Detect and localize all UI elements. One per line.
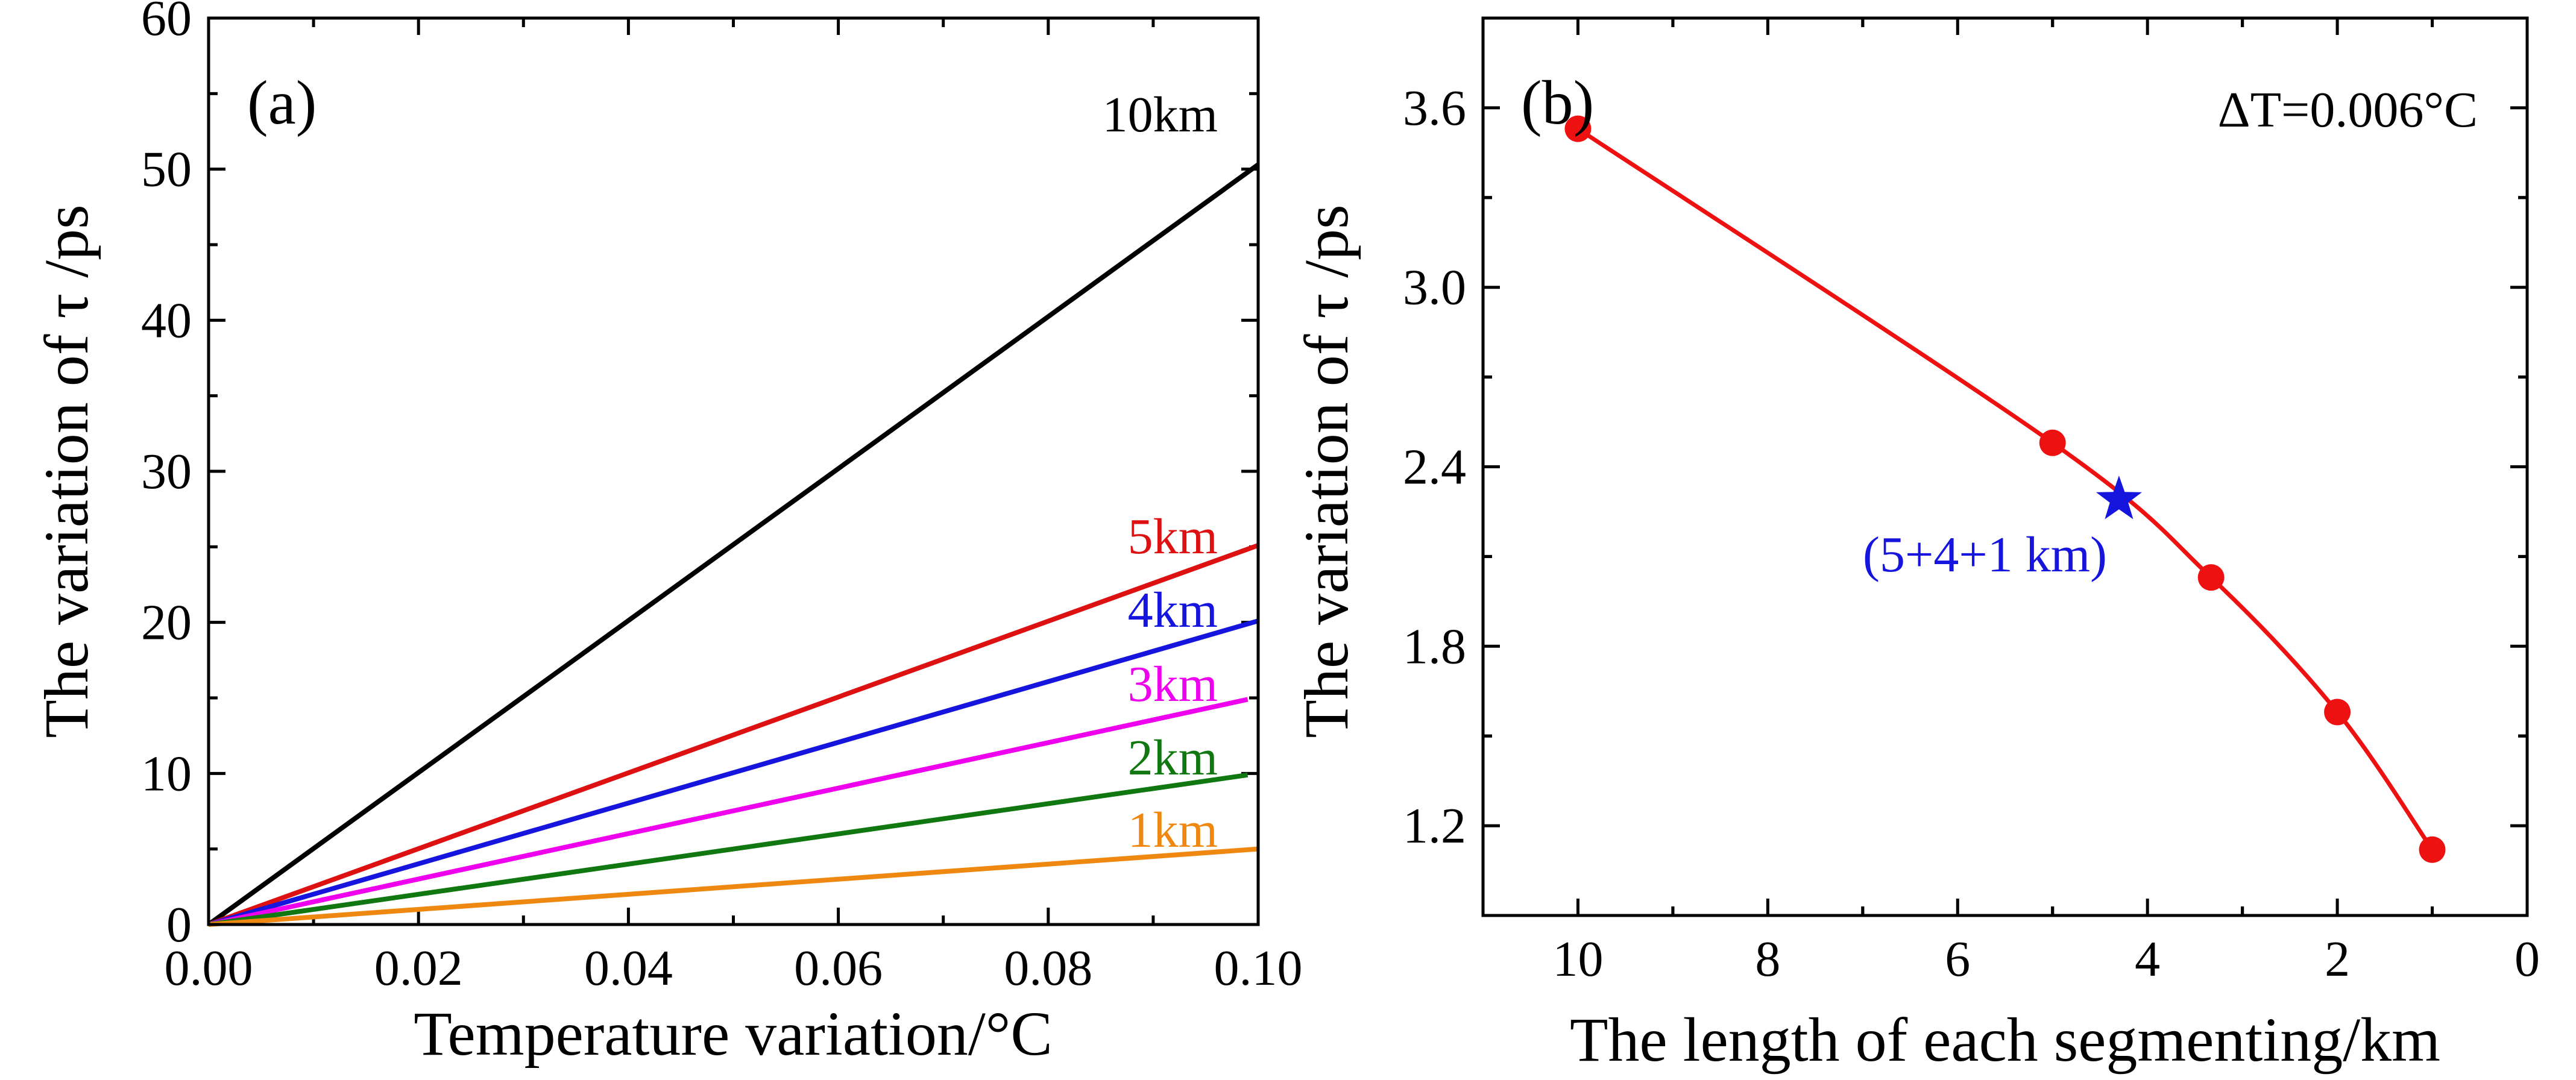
panel-b-data-point-10 [1564, 115, 1592, 142]
panel-a-y-ticks: 0 10 20 30 40 50 60 [141, 0, 1258, 953]
panel-a-x-axis-title: Temperature variation/°C [414, 999, 1052, 1069]
series-line-4km [207, 618, 1259, 927]
panel-a-y-tick-label: 30 [141, 444, 192, 500]
panel-a-y-tick-label: 60 [141, 0, 192, 46]
panel-b-series [1564, 115, 2446, 863]
panel-b-y-tick-label: 2.4 [1403, 439, 1466, 495]
series-line-1km [208, 846, 1259, 927]
panel-a-x-tick-label: 0.02 [374, 940, 463, 996]
panel-b-y-tick-label: 3.0 [1403, 260, 1466, 316]
series-line-2km [208, 772, 1249, 927]
panel-b-series-line [1576, 127, 2434, 851]
panel-b-label: (b) [1521, 68, 1594, 137]
panel-b-x-axis-title: The length of each segmenting/km [1570, 1005, 2440, 1075]
panel-a-y-tick-label: 20 [141, 595, 192, 651]
panel-a-y-tick-label: 0 [166, 897, 192, 953]
panel-b-x-tick-label: 2 [2325, 931, 2350, 987]
panel-b-plot-frame [1481, 16, 2529, 917]
panel-a-label: (a) [247, 68, 316, 137]
panel-a-x-ticks: 0.00 0.02 0.04 0.06 0.08 0.10 [165, 18, 1303, 996]
panel-b-x-tick-label: 10 [1552, 931, 1603, 987]
panel-a-x-tick-label: 0.00 [165, 940, 253, 996]
delta-t-annotation: ΔT=0.006°C [2218, 82, 2478, 138]
panel-a-x-tick-label: 0.08 [1004, 940, 1092, 996]
panel-b-x-tick-label: 8 [1755, 931, 1780, 987]
panel-b-data-point-2 [2324, 699, 2351, 726]
panel-b-y-axis-title: The variation of τ /ps [1292, 204, 1361, 738]
panel-b-data-point-5 [2039, 429, 2066, 456]
panel-b-y-ticks: 1.2 1.8 2.4 3.0 3.6 [1403, 80, 2527, 854]
panel-b: 1.2 1.8 2.4 3.0 3.6 10 8 6 4 2 0 (b) ΔT=0.006°C (… [1292, 16, 2540, 1075]
panel-b-x-tick-label: 6 [1945, 931, 1970, 987]
series-line-3km [208, 697, 1249, 927]
panel-b-y-tick-label: 3.6 [1403, 80, 1466, 136]
highlight-label: (5+4+1 km) [1863, 527, 2107, 583]
panel-b-data-point-1 [2419, 836, 2446, 863]
panel-a-y-tick-label: 50 [141, 142, 192, 198]
highlight-star-marker [2096, 476, 2142, 520]
panel-b-x-tick-label: 0 [2515, 931, 2540, 987]
panel-a-y-axis-title: The variation of τ /ps [32, 204, 101, 738]
series-label-5km: 5km [1128, 509, 1218, 565]
panel-a: 0 10 20 30 40 50 60 0.00 0.02 0.04 0.06 0.08 0.10 (… [32, 0, 1303, 1069]
panel-a-y-tick-label: 40 [141, 292, 192, 348]
panel-b-y-tick-label: 1.2 [1403, 798, 1466, 854]
panel-a-x-tick-label: 0.10 [1214, 940, 1303, 996]
panel-a-plot-frame [207, 16, 1260, 926]
panel-b-y-tick-label: 1.8 [1403, 618, 1466, 674]
panel-a-x-tick-label: 0.04 [584, 940, 673, 996]
series-label-1km: 1km [1128, 802, 1218, 858]
panel-b-data-point-3.33 [2197, 564, 2225, 591]
panel-b-x-ticks: 10 8 6 4 2 0 [1552, 18, 2540, 987]
panel-a-series [207, 162, 1260, 927]
series-label-2km: 2km [1128, 730, 1218, 786]
panel-a-x-tick-label: 0.06 [794, 940, 883, 996]
series-line-10km [207, 162, 1260, 927]
series-label-4km: 4km [1128, 582, 1218, 638]
series-label-3km: 3km [1128, 656, 1218, 712]
series-label-10km: 10km [1103, 87, 1218, 143]
panel-a-y-tick-label: 10 [141, 746, 192, 802]
series-line-5km [207, 543, 1259, 927]
panel-b-x-tick-label: 4 [2135, 931, 2160, 987]
